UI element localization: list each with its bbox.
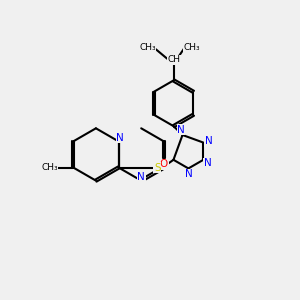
- Text: N: N: [205, 136, 213, 146]
- Text: N: N: [184, 169, 192, 179]
- Text: N: N: [137, 172, 145, 182]
- Text: S: S: [154, 163, 160, 172]
- Text: CH₃: CH₃: [139, 43, 156, 52]
- Text: O: O: [160, 159, 168, 169]
- Text: CH₃: CH₃: [41, 163, 58, 172]
- Text: CH: CH: [167, 55, 180, 64]
- Text: CH₃: CH₃: [184, 43, 200, 52]
- Text: N: N: [204, 158, 212, 168]
- Text: N: N: [116, 133, 124, 143]
- Text: N: N: [177, 124, 185, 135]
